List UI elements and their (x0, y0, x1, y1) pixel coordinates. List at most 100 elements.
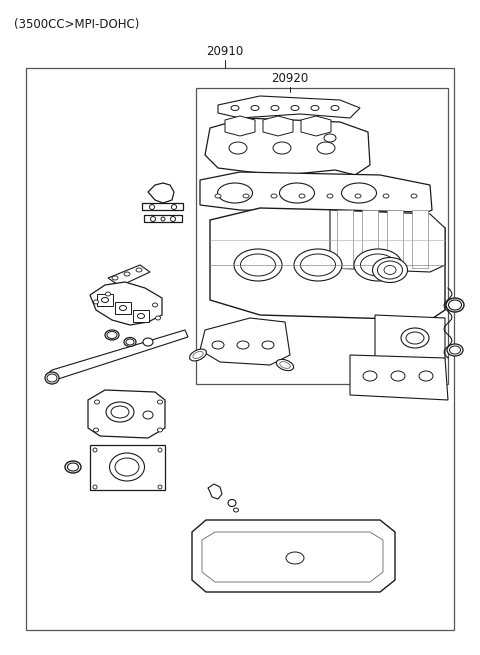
Ellipse shape (106, 292, 110, 296)
Ellipse shape (233, 508, 239, 512)
Polygon shape (46, 330, 188, 380)
Ellipse shape (280, 362, 290, 368)
Ellipse shape (317, 142, 335, 154)
Polygon shape (387, 210, 403, 268)
Polygon shape (200, 318, 290, 365)
Polygon shape (200, 172, 432, 218)
Ellipse shape (217, 183, 252, 203)
Ellipse shape (112, 276, 118, 280)
Ellipse shape (391, 371, 405, 381)
Ellipse shape (324, 134, 336, 142)
Polygon shape (210, 208, 445, 320)
Ellipse shape (372, 257, 408, 282)
Ellipse shape (384, 265, 396, 274)
Ellipse shape (311, 105, 319, 111)
Ellipse shape (279, 183, 314, 203)
Ellipse shape (240, 254, 276, 276)
Ellipse shape (276, 360, 294, 371)
Polygon shape (301, 116, 331, 136)
Ellipse shape (411, 194, 417, 198)
Ellipse shape (47, 374, 57, 382)
Ellipse shape (401, 328, 429, 348)
Ellipse shape (156, 316, 160, 320)
Polygon shape (202, 532, 383, 582)
Ellipse shape (294, 249, 342, 281)
Ellipse shape (157, 428, 163, 432)
Ellipse shape (126, 339, 134, 345)
Ellipse shape (107, 331, 117, 339)
Ellipse shape (93, 448, 97, 452)
Polygon shape (90, 445, 165, 490)
Polygon shape (142, 203, 183, 210)
Ellipse shape (419, 371, 433, 381)
Ellipse shape (406, 332, 424, 344)
Bar (196, 88, 448, 384)
Polygon shape (97, 294, 113, 306)
Ellipse shape (273, 142, 291, 154)
Ellipse shape (124, 272, 130, 276)
Ellipse shape (228, 500, 236, 506)
Polygon shape (375, 315, 445, 360)
Polygon shape (205, 118, 370, 175)
Ellipse shape (215, 194, 221, 198)
Ellipse shape (157, 400, 163, 404)
Ellipse shape (149, 204, 155, 210)
Ellipse shape (143, 338, 153, 346)
Ellipse shape (446, 298, 464, 312)
Ellipse shape (170, 217, 176, 221)
Polygon shape (225, 116, 255, 136)
Ellipse shape (447, 344, 463, 356)
Polygon shape (412, 210, 428, 268)
Polygon shape (192, 520, 395, 592)
Ellipse shape (171, 204, 177, 210)
Ellipse shape (158, 485, 162, 489)
Text: (3500CC>MPI-DOHC): (3500CC>MPI-DOHC) (14, 18, 139, 31)
Polygon shape (88, 390, 165, 438)
Ellipse shape (299, 194, 305, 198)
Ellipse shape (94, 428, 98, 432)
Ellipse shape (111, 406, 129, 418)
Ellipse shape (190, 349, 206, 361)
Ellipse shape (161, 217, 165, 221)
Ellipse shape (291, 105, 299, 111)
Ellipse shape (234, 249, 282, 281)
Ellipse shape (363, 371, 377, 381)
Ellipse shape (271, 105, 279, 111)
Ellipse shape (193, 352, 203, 358)
Polygon shape (337, 210, 353, 268)
Ellipse shape (331, 105, 339, 111)
Polygon shape (115, 302, 131, 314)
Ellipse shape (158, 448, 162, 452)
Ellipse shape (377, 261, 403, 279)
Polygon shape (330, 210, 445, 272)
Ellipse shape (271, 194, 277, 198)
Ellipse shape (106, 402, 134, 422)
Polygon shape (263, 116, 293, 136)
Polygon shape (362, 210, 378, 268)
Ellipse shape (251, 105, 259, 111)
Ellipse shape (105, 330, 119, 340)
Ellipse shape (449, 346, 460, 354)
Ellipse shape (95, 400, 99, 404)
Polygon shape (133, 310, 149, 322)
Ellipse shape (65, 461, 81, 473)
Ellipse shape (115, 458, 139, 476)
Text: 20910: 20910 (206, 45, 244, 58)
Ellipse shape (383, 194, 389, 198)
Ellipse shape (300, 254, 336, 276)
Polygon shape (108, 265, 150, 286)
Ellipse shape (124, 337, 136, 346)
Ellipse shape (355, 194, 361, 198)
Ellipse shape (93, 485, 97, 489)
Text: 20920: 20920 (271, 72, 309, 85)
Polygon shape (218, 96, 360, 118)
Ellipse shape (101, 297, 108, 303)
Ellipse shape (120, 305, 127, 310)
Ellipse shape (143, 411, 153, 419)
Polygon shape (90, 282, 162, 325)
Ellipse shape (448, 300, 461, 310)
Polygon shape (144, 215, 182, 222)
Ellipse shape (354, 249, 402, 281)
Ellipse shape (94, 300, 98, 304)
Ellipse shape (137, 314, 144, 318)
